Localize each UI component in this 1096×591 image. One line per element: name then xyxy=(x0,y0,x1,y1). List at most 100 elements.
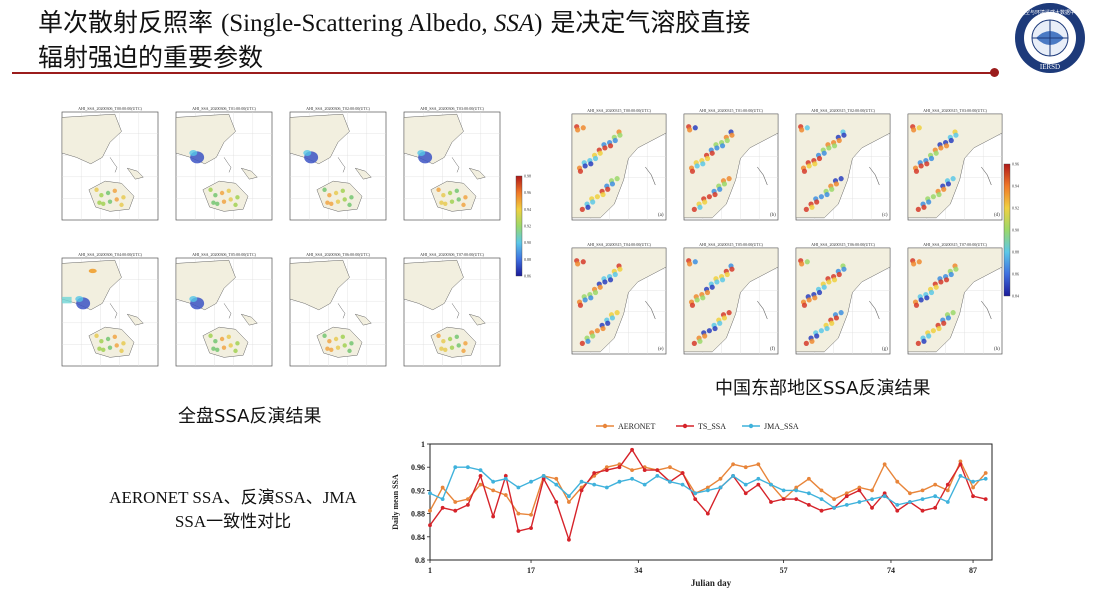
map-panel: AHI_SSA_20200306_T03:00:00(UTC) xyxy=(403,106,501,221)
panel-letter: (g) xyxy=(882,347,888,352)
data-point-ts_ssa xyxy=(655,468,660,472)
panel-letter: (h) xyxy=(994,347,1000,352)
data-point-jma_ssa xyxy=(592,482,597,487)
china-landmass xyxy=(907,113,1003,219)
data-point-aeronet xyxy=(945,488,950,493)
map-title: AHI_SSA_20200306_T00:00:00(UTC) xyxy=(78,106,142,111)
data-point-ts_ssa xyxy=(630,447,634,452)
map-title: AHI_SSA_20200315_T04:00:00(UTC) xyxy=(587,242,651,247)
map-panel: AHI_SSA_20200306_T02:00:00(UTC) xyxy=(289,106,387,221)
data-point-ts_ssa xyxy=(428,523,432,528)
map-title: AHI_SSA_20200315_T02:00:00(UTC) xyxy=(811,108,875,113)
colorbar-tick-label: 0.96 xyxy=(1012,162,1019,167)
data-point-aeronet xyxy=(882,462,887,467)
map-title: AHI_SSA_20200315_T01:00:00(UTC) xyxy=(699,108,763,113)
map-panel: AHI_SSA_20200306_T05:00:00(UTC) xyxy=(175,252,273,367)
data-point-aeronet xyxy=(440,485,445,490)
east-china-caption: 中国东部地区SSA反演结果 xyxy=(715,378,931,399)
legend-label: TS_SSA xyxy=(698,422,726,431)
x-tick-label: 57 xyxy=(780,566,788,575)
map-title: AHI_SSA_20200306_T02:00:00(UTC) xyxy=(306,106,370,111)
colorbar-tick-label: 0.96 xyxy=(524,190,531,195)
map-panel: AHI_SSA_20200315_T01:00:00(UTC) (b) xyxy=(683,108,779,221)
x-tick-label: 1 xyxy=(428,566,432,575)
data-point-jma_ssa xyxy=(604,485,609,490)
title-tail: 是决定气溶胶直接 xyxy=(542,8,751,37)
data-point-aeronet xyxy=(428,508,432,513)
map-title: AHI_SSA_20200315_T06:00:00(UTC) xyxy=(811,242,875,247)
data-point-ts_ssa xyxy=(971,494,975,499)
data-point-ts_ssa xyxy=(870,505,874,510)
china-landmass xyxy=(907,247,1003,353)
y-tick-label: 0.84 xyxy=(411,533,425,542)
title-close-paren: ) xyxy=(534,10,543,37)
legend-label: AERONET xyxy=(618,422,655,431)
panel-letter: (c) xyxy=(882,213,888,218)
data-point-ts_ssa xyxy=(440,505,445,510)
colorbar-tick-label: 0.94 xyxy=(1012,184,1019,189)
map-title: AHI_SSA_20200306_T05:00:00(UTC) xyxy=(192,252,256,257)
data-point-jma_ssa xyxy=(529,479,533,484)
legend-item: TS_SSA xyxy=(676,422,726,431)
legend-label: JMA_SSA xyxy=(764,422,799,431)
data-point-jma_ssa xyxy=(945,500,950,504)
data-point-aeronet xyxy=(857,485,862,490)
data-point-ts_ssa xyxy=(478,474,483,478)
data-point-aeronet xyxy=(478,482,483,487)
data-point-aeronet xyxy=(604,465,609,470)
data-point-aeronet xyxy=(465,497,470,501)
data-point-ts_ssa xyxy=(958,462,963,467)
colorbar-tick-label: 0.92 xyxy=(524,224,531,229)
data-point-ts_ssa xyxy=(857,488,862,493)
data-point-aeronet xyxy=(718,476,723,481)
data-point-jma_ssa xyxy=(453,465,458,470)
map-title: AHI_SSA_20200306_T03:00:00(UTC) xyxy=(420,106,484,111)
data-point-jma_ssa xyxy=(983,476,988,481)
data-point-jma_ssa xyxy=(491,479,496,484)
data-point-aeronet xyxy=(630,468,634,472)
data-point-ts_ssa xyxy=(453,508,458,513)
data-point-aeronet xyxy=(870,488,874,493)
title-latin-part: (Single-Scattering Albedo, xyxy=(220,10,494,37)
colorbar-tick-label: 0.90 xyxy=(524,240,531,245)
data-point-jma_ssa xyxy=(819,497,824,501)
full-disk-map-grid: AHI_SSA_20200306_T00:00:00(UTC) AHI_SSA_2… xyxy=(61,106,531,367)
data-point-aeronet xyxy=(933,482,938,487)
data-point-ts_ssa xyxy=(617,465,622,470)
y-tick-label: 0.8 xyxy=(415,556,425,565)
panel-letter: (d) xyxy=(994,213,1000,218)
data-point-aeronet xyxy=(503,493,508,497)
title-underline-dot xyxy=(990,68,999,77)
data-point-aeronet xyxy=(756,462,761,467)
map-panel: AHI_SSA_20200306_T00:00:00(UTC) xyxy=(61,106,159,221)
data-point-jma_ssa xyxy=(503,476,508,481)
data-point-jma_ssa xyxy=(743,482,748,487)
data-point-jma_ssa xyxy=(541,474,546,478)
map-panel: AHI_SSA_20200315_T04:00:00(UTC) (e) xyxy=(571,242,667,355)
data-point-jma_ssa xyxy=(655,474,660,478)
data-point-ts_ssa xyxy=(680,471,685,475)
institution-logo: 航空与环境遥感大数据中心 IERSD xyxy=(1015,3,1085,73)
data-point-jma_ssa xyxy=(933,494,938,499)
map-panel: AHI_SSA_20200306_T06:00:00(UTC) xyxy=(289,252,387,367)
data-point-aeronet xyxy=(731,462,736,467)
y-tick-label: 0.92 xyxy=(411,486,425,495)
chart-plot-area xyxy=(429,443,993,561)
data-point-aeronet xyxy=(743,465,748,470)
x-tick-label: 87 xyxy=(969,566,977,575)
data-point-ts_ssa xyxy=(819,508,824,513)
y-tick-label: 1 xyxy=(421,440,425,449)
data-point-ts_ssa xyxy=(579,488,584,493)
data-point-ts_ssa xyxy=(516,529,521,533)
data-point-jma_ssa xyxy=(440,497,445,501)
title-abbr: SSA xyxy=(493,10,535,37)
data-point-jma_ssa xyxy=(844,503,849,507)
map-title: AHI_SSA_20200306_T07:00:00(UTC) xyxy=(420,252,484,257)
colorbar-tick-label: 0.88 xyxy=(1012,250,1019,255)
panel-letter: (f) xyxy=(770,347,775,352)
china-landmass xyxy=(683,113,779,219)
map-title: AHI_SSA_20200306_T06:00:00(UTC) xyxy=(306,252,370,257)
asia-landmass xyxy=(61,113,122,165)
map-panel: AHI_SSA_20200315_T00:00:00(UTC) (a) xyxy=(571,108,667,221)
x-axis-label: Julian day xyxy=(691,578,732,588)
